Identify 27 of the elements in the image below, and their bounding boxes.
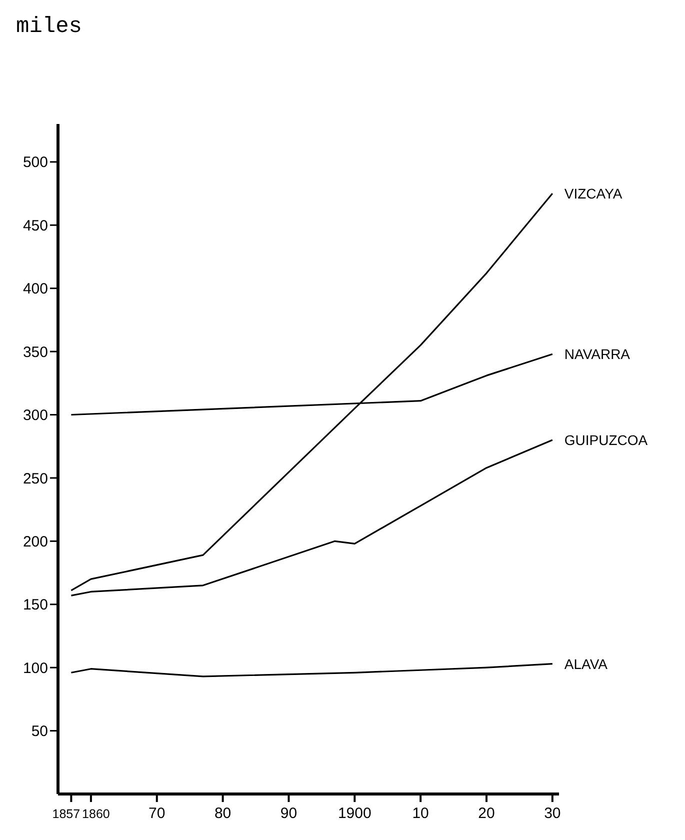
x-tick-label: 1860 [82, 807, 110, 821]
series-label: ALAVA [564, 656, 608, 672]
y-tick-label: 400 [22, 280, 48, 298]
y-tick-label: 100 [22, 660, 48, 677]
y-tick-label: 450 [22, 217, 48, 234]
y-tick-label: 500 [22, 154, 48, 172]
line-series [70, 192, 554, 592]
x-tick-label: 80 [214, 805, 232, 822]
x-tick-label: 1900 [338, 805, 372, 822]
series-label: VIZCAYA [564, 186, 623, 202]
y-tick-label: 250 [22, 470, 48, 488]
x-tick-label: 90 [280, 805, 298, 822]
series-label: GUIPUZCOA [564, 432, 648, 448]
series-label: NAVARRA [564, 346, 631, 362]
y-tick-label: 200 [22, 533, 48, 550]
x-tick-label: 30 [544, 805, 561, 822]
line-series [70, 662, 554, 678]
x-tick-label: 1857 [52, 807, 80, 821]
y-tick-label: 300 [22, 407, 48, 424]
x-tick-label: 10 [412, 805, 429, 822]
y-tick-label: 50 [31, 723, 48, 740]
line-series [70, 439, 554, 596]
y-tick-label: 150 [22, 596, 48, 614]
x-tick-label: 70 [148, 805, 166, 822]
y-axis-title: miles [15, 13, 84, 41]
x-tick-label: 20 [478, 805, 495, 822]
y-tick-label: 350 [22, 344, 48, 361]
